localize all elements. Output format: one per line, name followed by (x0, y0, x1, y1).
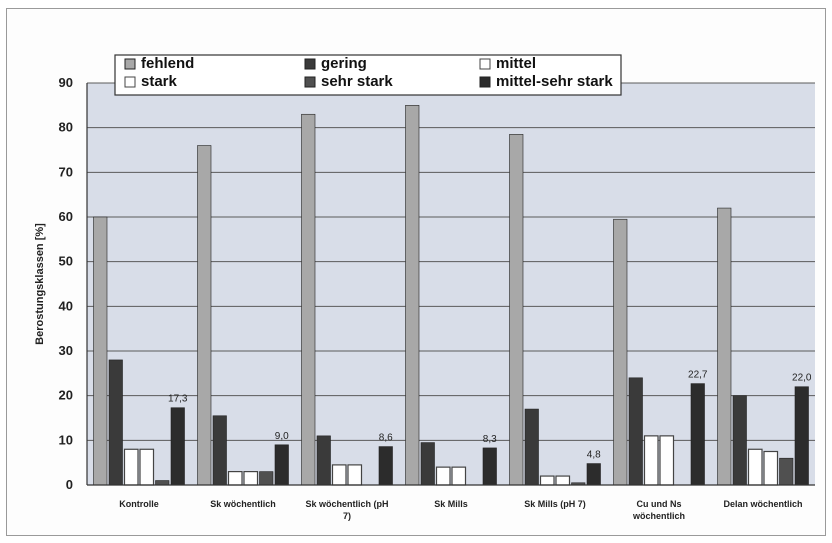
bar-gering (420, 442, 435, 486)
bar-mittel (643, 435, 659, 486)
bar-fehlend (613, 218, 628, 486)
bar-sehr-stark (155, 480, 170, 486)
y-tick-labels: 0 10 20 30 40 50 60 70 80 90 (59, 75, 73, 492)
x-category-label: Kontrolle (119, 499, 159, 509)
bar-mittel (331, 464, 347, 486)
y-tick-label: 60 (59, 209, 73, 224)
bar-stark (347, 464, 363, 486)
bar-fehlend (509, 134, 524, 486)
x-category-label: Sk wöchentlich (pH 7) (305, 499, 388, 521)
bar-stark (451, 466, 467, 486)
bar-sehr-stark (779, 457, 794, 486)
legend-box (114, 54, 622, 96)
bar-stark (139, 448, 155, 486)
bar-mittel (539, 475, 555, 486)
chart-frame: 0 10 20 30 40 50 60 70 80 90 Kontrolle Sk wöchentl… (6, 8, 826, 536)
legend-label: mittel (496, 55, 536, 72)
legend-swatch (304, 58, 316, 70)
data-label: 22,7 (688, 370, 708, 381)
y-axis-label: Berostungsklassen [%] (34, 223, 46, 345)
bar-mittel-sehr-stark (274, 444, 289, 486)
bar-mittel-sehr-stark (482, 447, 497, 486)
data-labels: 17,3 9,0 8,6 8,3 4,8 22,7 22,0 (168, 370, 812, 461)
y-tick-label: 70 (59, 164, 73, 179)
legend-swatch (124, 58, 136, 70)
legend: fehlend gering mittel stark sehr stark mittel… (114, 54, 622, 96)
x-category-label: Cu und Ns wöchentlich (632, 499, 685, 521)
legend-swatch (304, 76, 316, 88)
x-category-labels: Kontrolle Sk wöchentlich Sk wöchentlich (p… (119, 499, 802, 521)
y-tick-label: 0 (66, 477, 73, 492)
bar-sehr-stark (259, 471, 274, 486)
bar-mittel (747, 448, 763, 486)
legend-label: sehr stark (321, 73, 393, 90)
data-label: 8,6 (379, 433, 393, 444)
plot-background (87, 83, 815, 485)
data-label: 8,3 (483, 434, 497, 445)
legend-swatch (479, 76, 491, 88)
axes (86, 83, 815, 486)
legend-label: gering (321, 55, 367, 72)
bar-mittel-sehr-stark (690, 383, 705, 486)
y-tick-label: 20 (59, 388, 73, 403)
x-category-label: Sk wöchentlich (210, 499, 276, 509)
y-tick-label: 10 (59, 432, 73, 447)
bar-chart: 0 10 20 30 40 50 60 70 80 90 Kontrolle Sk wöchentl… (34, 54, 815, 521)
bar-fehlend (197, 145, 212, 486)
y-tick-label: 30 (59, 343, 73, 358)
legend-label: fehlend (141, 55, 194, 72)
bar-stark (763, 450, 779, 486)
bar-fehlend (717, 207, 732, 486)
bar-gering (628, 377, 643, 486)
bar-stark (659, 435, 675, 486)
bar-mittel-sehr-stark (170, 407, 185, 486)
bar-fehlend (405, 105, 420, 486)
bar-mittel (123, 448, 139, 486)
legend-label: mittel-sehr stark (496, 73, 613, 90)
x-category-label: Sk Mills (pH 7) (524, 499, 586, 509)
bar-fehlend (301, 113, 316, 486)
plot-area (87, 83, 815, 485)
legend-label: stark (141, 73, 178, 90)
bar-stark (243, 471, 259, 486)
bar-mittel-sehr-stark (378, 446, 393, 486)
bar-stark (555, 475, 571, 486)
bar-gering (316, 435, 331, 486)
data-label: 4,8 (587, 450, 601, 461)
legend-swatch (479, 58, 491, 70)
bar-mittel (227, 471, 243, 486)
bars (93, 105, 809, 486)
x-category-label: Sk Mills (434, 499, 468, 509)
data-label: 17,3 (168, 394, 188, 405)
y-tick-label: 40 (59, 298, 73, 313)
y-tick-label: 90 (59, 75, 73, 90)
data-label: 9,0 (275, 431, 289, 442)
bar-gering (732, 395, 747, 486)
x-category-label: Delan wöchentlich (723, 499, 802, 509)
y-tick-label: 50 (59, 254, 73, 269)
bar-mittel-sehr-stark (586, 463, 601, 486)
bar-fehlend (93, 216, 108, 486)
data-label: 22,0 (792, 373, 812, 384)
bar-mittel-sehr-stark (794, 386, 809, 486)
y-tick-label: 80 (59, 120, 73, 135)
bar-mittel (435, 466, 451, 486)
bar-gering (212, 415, 227, 486)
bar-gering (108, 359, 123, 486)
bar-gering (524, 408, 539, 486)
legend-swatch (124, 76, 136, 88)
